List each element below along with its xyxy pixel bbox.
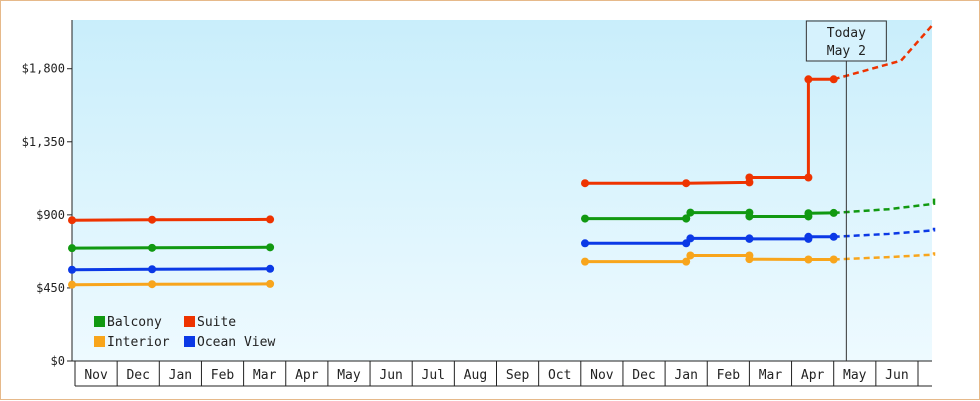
- data-point: [148, 265, 157, 274]
- data-point: [581, 239, 590, 248]
- series-line: [71, 282, 271, 287]
- x-tick-label: May: [337, 368, 361, 383]
- data-point: [682, 214, 691, 223]
- data-point: [581, 214, 590, 223]
- data-point: [829, 208, 838, 217]
- data-point: [68, 280, 76, 289]
- legend-item: Suite: [184, 315, 236, 330]
- data-point: [686, 251, 695, 260]
- legend-label: Balcony: [107, 315, 162, 330]
- x-tick-label: Mar: [253, 368, 277, 383]
- today-label: Today: [827, 26, 866, 41]
- x-tick-label: Aug: [464, 368, 487, 383]
- data-point: [804, 173, 813, 182]
- data-point: [804, 75, 813, 84]
- x-axis: Nov Dec Jan Feb Mar Apr May Jun Jul Aug Sep Oct Nov D…: [72, 360, 932, 387]
- x-tick-label: Nov: [84, 368, 108, 383]
- series-balcony: [68, 198, 936, 253]
- data-point: [148, 243, 157, 252]
- forecast-line: [833, 198, 936, 215]
- x-tick-label: Jul: [422, 368, 445, 383]
- data-point: [682, 257, 691, 266]
- data-point: [266, 215, 275, 224]
- data-point: [745, 173, 754, 182]
- series-line: [71, 217, 271, 222]
- legend-swatch: [94, 316, 105, 327]
- x-tick-label: Jan: [169, 368, 192, 383]
- x-tick-label: Feb: [717, 368, 741, 383]
- legend-label: Suite: [197, 315, 236, 330]
- y-axis: $0 $450 $900 $1,350 $1,800: [22, 20, 73, 368]
- data-point: [745, 255, 754, 264]
- data-point: [266, 279, 275, 288]
- x-tick-label: Jun: [379, 368, 402, 383]
- x-tick-label: Oct: [548, 368, 571, 383]
- legend-swatch: [184, 336, 195, 347]
- data-point: [686, 208, 695, 217]
- data-point: [68, 265, 76, 274]
- x-tick-label: Jun: [885, 368, 908, 383]
- legend-swatch: [184, 316, 195, 327]
- series-line: [71, 267, 271, 272]
- plot-background: [72, 20, 932, 361]
- y-tick-label: $1,800: [22, 62, 65, 76]
- data-point: [745, 234, 754, 243]
- series-ocean-view: [68, 227, 936, 274]
- legend-item: Balcony: [94, 315, 162, 330]
- y-tick-label: $1,350: [22, 135, 65, 149]
- x-tick-label: Jan: [674, 368, 697, 383]
- legend: Balcony Suite Interior Ocean View: [94, 315, 275, 350]
- data-point: [804, 255, 813, 264]
- data-point: [148, 215, 157, 224]
- x-tick-label: Dec: [632, 368, 655, 383]
- forecast-line: [833, 252, 936, 261]
- data-point: [804, 232, 813, 241]
- data-point: [804, 209, 813, 218]
- today-box: [805, 20, 887, 62]
- data-point: [581, 179, 590, 188]
- data-point: [68, 216, 76, 225]
- legend-swatch: [94, 336, 105, 347]
- series-line: [71, 245, 271, 250]
- series-suite: [68, 22, 935, 225]
- data-point: [68, 244, 76, 253]
- legend-item: Interior: [94, 335, 170, 350]
- legend-label: Ocean View: [197, 335, 275, 350]
- x-tick-label: Feb: [211, 368, 235, 383]
- legend-item: Ocean View: [184, 335, 275, 350]
- x-tick-label: Apr: [295, 368, 319, 383]
- y-tick-label: $450: [36, 281, 65, 295]
- forecast-line: [833, 22, 935, 81]
- x-tick-label: May: [843, 368, 867, 383]
- x-tick-label: Sep: [506, 368, 530, 383]
- series-interior: [68, 251, 936, 289]
- data-point: [829, 255, 838, 264]
- series-layer: [68, 22, 936, 289]
- data-point: [682, 179, 691, 188]
- data-point: [266, 243, 275, 252]
- y-tick-label: $900: [36, 208, 65, 222]
- x-tick-label: Mar: [759, 368, 783, 383]
- data-point: [148, 280, 157, 289]
- today-date: May 2: [827, 44, 866, 59]
- x-tick-label: Apr: [801, 368, 825, 383]
- data-point: [686, 234, 695, 243]
- data-point: [266, 264, 275, 273]
- y-tick-label: $0: [51, 354, 65, 368]
- x-tick-label: Nov: [590, 368, 614, 383]
- legend-label: Interior: [107, 335, 170, 350]
- forecast-line: [833, 227, 936, 239]
- today-marker: Today May 2: [805, 20, 887, 361]
- data-point: [745, 212, 754, 221]
- x-tick-label: Dec: [126, 368, 149, 383]
- data-point: [581, 257, 590, 266]
